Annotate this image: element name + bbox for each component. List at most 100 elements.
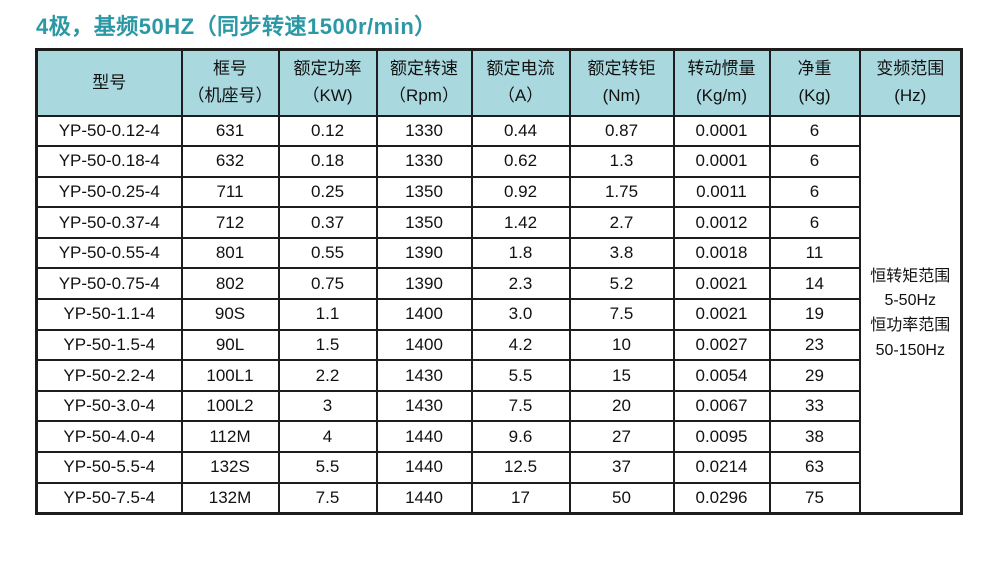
table-cell: YP-50-4.0-4: [35, 420, 183, 454]
table-cell: YP-50-0.12-4: [35, 114, 183, 148]
table-cell: 0.75: [277, 267, 378, 301]
header-line: (Nm): [602, 85, 641, 105]
table-row: YP-50-1.1-4 90S 1.1 1400 3.0 7.5 0.0021 19: [35, 298, 962, 331]
table-cell: 10: [568, 328, 675, 362]
table-cell: 1350: [375, 206, 473, 239]
table-cell: 112M: [180, 420, 280, 454]
table-cell: 0.25: [277, 175, 378, 209]
table-cell: 29: [768, 359, 861, 392]
col-header-inertia: 转动惯量 (Kg/m): [672, 48, 771, 117]
table-cell: 100L1: [180, 359, 280, 392]
table-cell: 6: [768, 145, 861, 178]
header-line: (Kg): [798, 85, 831, 105]
table-cell: 1440: [375, 451, 473, 484]
table-cell: 1390: [375, 236, 473, 270]
frequency-range-line: 5-50Hz: [884, 292, 937, 310]
table-cell: 0.0012: [672, 206, 771, 239]
table-cell: 37: [568, 451, 675, 484]
table-cell: 132M: [180, 481, 280, 515]
table-row: YP-50-2.2-4 100L1 2.2 1430 5.5 15 0.0054 29: [35, 359, 962, 392]
table-cell: 0.0001: [672, 145, 771, 178]
table-cell: 1390: [375, 267, 473, 301]
header-line: 型号: [92, 72, 127, 92]
table-row: YP-50-5.5-4 132S 5.5 1440 12.5 37 0.0214 63: [35, 451, 962, 484]
motor-spec-table: 型号 框号 （机座号） 额定功率 （KW) 额定转速 （Rpm） 额定电流 （A…: [35, 48, 963, 515]
table-cell: 712: [180, 206, 280, 239]
table-cell: 0.87: [568, 114, 675, 148]
header-line: （A）: [497, 85, 544, 105]
table-cell: YP-50-0.25-4: [35, 175, 183, 209]
table-row: YP-50-1.5-4 90L 1.5 1400 4.2 10 0.0027 23: [35, 328, 962, 362]
table-cell: YP-50-2.2-4: [35, 359, 183, 392]
table-cell: 1330: [375, 145, 473, 178]
table-cell: 20: [568, 389, 675, 423]
table-cell: 3.8: [568, 236, 675, 270]
table-cell: 0.37: [277, 206, 378, 239]
table-cell: 0.12: [277, 114, 378, 148]
header-line: 额定转速: [390, 59, 458, 79]
table-cell: 3: [277, 389, 378, 423]
table-cell: 17: [470, 481, 571, 515]
frequency-range-cell: 恒转矩范围 5-50Hz 恒功率范围 50-150Hz: [858, 114, 963, 515]
table-row: YP-50-3.0-4 100L2 3 1430 7.5 20 0.0067 33: [35, 389, 962, 423]
table-cell: 4: [277, 420, 378, 454]
header-line: （KW): [302, 85, 353, 105]
col-header-frame: 框号 （机座号）: [180, 48, 280, 117]
table-cell: 15: [568, 359, 675, 392]
table-cell: 7.5: [470, 389, 571, 423]
table-cell: 1330: [375, 114, 473, 148]
table-cell: 0.0001: [672, 114, 771, 148]
table-cell: 0.0011: [672, 175, 771, 209]
table-cell: 1430: [375, 389, 473, 423]
table-cell: 33: [768, 389, 861, 423]
table-cell: 631: [180, 114, 280, 148]
table-cell: 90L: [180, 328, 280, 362]
table-cell: 1440: [375, 420, 473, 454]
header-line: 转动惯量: [687, 59, 756, 79]
table-cell: 0.92: [470, 175, 571, 209]
table-cell: 100L2: [180, 389, 280, 423]
table-row: YP-50-0.25-4 711 0.25 1350 0.92 1.75 0.0011 6: [35, 175, 962, 209]
table-cell: 1400: [375, 298, 473, 331]
col-header-frequency-range: 变频范围 (Hz): [858, 48, 963, 117]
header-line: 框号: [213, 59, 247, 79]
table-cell: 0.0018: [672, 236, 771, 270]
table-cell: 12.5: [470, 451, 571, 484]
table-cell: 7.5: [568, 298, 675, 331]
table-cell: 6: [768, 206, 861, 239]
table-cell: 11: [768, 236, 861, 270]
table-cell: 2.3: [470, 267, 571, 301]
table-cell: 0.0067: [672, 389, 771, 423]
table-cell: YP-50-5.5-4: [35, 451, 183, 484]
table-cell: 1440: [375, 481, 473, 515]
table-row: YP-50-0.55-4 801 0.55 1390 1.8 3.8 0.0018 11: [35, 236, 962, 270]
table-cell: 0.0095: [672, 420, 771, 454]
table-cell: 2.2: [277, 359, 378, 392]
table-cell: 63: [768, 451, 861, 484]
table-cell: YP-50-0.37-4: [35, 206, 183, 239]
table-cell: 632: [180, 145, 280, 178]
table-cell: 1350: [375, 175, 473, 209]
table-cell: 7.5: [277, 481, 378, 515]
table-cell: 1430: [375, 359, 473, 392]
table-cell: 1.75: [568, 175, 675, 209]
header-line: 变频范围: [876, 59, 945, 79]
col-header-model: 型号: [35, 48, 183, 117]
table-cell: YP-50-1.1-4: [35, 298, 183, 331]
table-cell: 5.2: [568, 267, 675, 301]
table-cell: 0.55: [277, 236, 378, 270]
col-header-net-weight: 净重 (Kg): [768, 48, 861, 117]
header-line: 额定转钜: [587, 59, 656, 79]
col-header-rated-torque: 额定转钜 (Nm): [568, 48, 675, 117]
table-cell: 0.44: [470, 114, 571, 148]
table-cell: 0.0027: [672, 328, 771, 362]
table-row: YP-50-7.5-4 132M 7.5 1440 17 50 0.0296 75: [35, 481, 962, 515]
table-cell: 19: [768, 298, 861, 331]
table-cell: 9.6: [470, 420, 571, 454]
col-header-rated-current: 额定电流 （A）: [470, 48, 571, 117]
table-cell: 38: [768, 420, 861, 454]
header-line: 额定电流: [486, 59, 555, 79]
table-row: YP-50-0.75-4 802 0.75 1390 2.3 5.2 0.0021 14: [35, 267, 962, 301]
table-cell: 23: [768, 328, 861, 362]
col-header-rated-power: 额定功率 （KW): [277, 48, 378, 117]
